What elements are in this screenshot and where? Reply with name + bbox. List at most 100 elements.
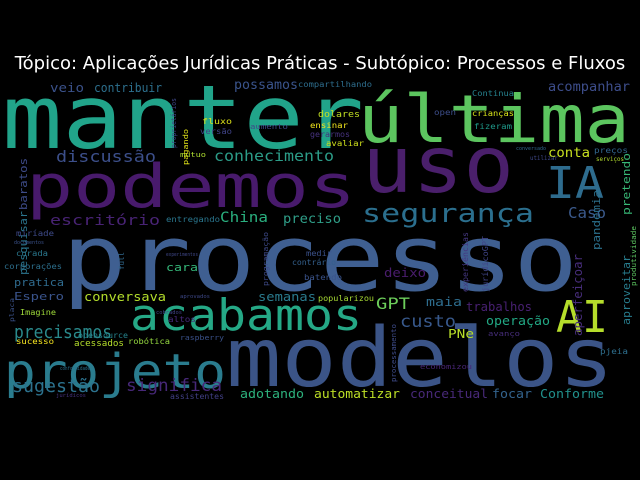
word-focar: focar [492,387,532,401]
word-full: full [118,252,126,270]
word-versao: versão [200,127,232,136]
word-juridicogpt: jurídicoGPT [481,236,490,292]
word-baratos: baratos [17,158,30,210]
word-processamento: processamento [390,324,398,382]
word-compartilhando: compartilhando [298,80,372,89]
word-altos: altos [168,315,196,324]
word-modelos: modelos [226,311,614,406]
word-espero: Espero [14,290,64,303]
word-conforme: Conforme [540,387,604,401]
word-pne: PNe [448,327,474,341]
word-trabalhos: trabalhos [466,300,532,314]
word-economizou: economizou [420,363,472,371]
word-aumento: aumento [250,123,288,131]
word-acessados: acessados [74,339,124,349]
word-manter: manter [2,66,364,169]
word-cobrados: cobrados [156,310,182,316]
word-continua: Continua [472,89,514,98]
word-aproveitar: aproveitar [620,255,633,325]
word-pretendo: pretendo [620,153,633,215]
word-adotando: adotando [240,387,304,401]
word-produtividade: produtividade [630,226,638,286]
word-assistentes: assistentes [170,392,224,401]
word-conversado: conversado [516,146,546,152]
word-aperfeicoar: aperfeiçoar [571,254,585,336]
word-medir: medir [306,249,332,258]
word-significa: significa [126,376,222,396]
word-pjeia: pjeia [600,347,628,356]
word-avaliar: avaliar [326,139,364,148]
word-avanco: avanço [488,330,520,338]
chart-title: Tópico: Aplicações Jurídicas Práticas - … [14,53,626,74]
word-robotica: robótica [128,336,170,346]
word-gpt: GPT [376,294,410,313]
word-contribuir: contribuir [94,81,162,95]
word-mutuo: mutuo [180,151,206,159]
word-curada: curada [16,249,48,258]
word-ultima: última [358,81,630,158]
word-dolares: dolares [318,110,360,120]
word-juridicos: jurídicos [56,392,86,399]
word-ai: AI [556,292,608,343]
word-podemos: podemos [26,152,356,222]
word-acompanhar: acompanhar [548,80,630,95]
word-pagando: pagando [182,129,190,165]
word-documentos: documentos [14,240,44,246]
word-servicos: serviços [596,156,624,163]
word-open: open [434,108,456,117]
word-conceitual: conceitual [410,387,488,401]
word-ia: IA [546,158,604,209]
word-entregando: entregando [166,215,220,224]
word-experimentos: experimentos [166,252,198,258]
word-preciso: preciso [283,212,341,227]
word-placa: placa [9,297,16,322]
word-possamos: possamos [234,78,298,93]
word-seguranca: segurança [362,199,534,229]
word-imagine: Imagine [20,308,56,317]
word-fizeram: fizeram [474,122,512,131]
word-custo: custo [400,312,456,332]
word-experiencias: experiências [460,232,470,292]
word-sugestao: sugestão [12,376,100,397]
word-china: China [220,210,268,226]
word-projeto: projeto [4,344,226,400]
word-veio: veio [50,81,84,95]
word-conhecimento: conhecimento [214,147,334,165]
word-gerarmos: gerarmos [310,130,350,139]
word-conta: conta [548,146,590,161]
word-sucesso: sucesso [16,337,54,346]
word-processo: processo [62,205,578,312]
word-programacao: programação [262,232,270,286]
word-acabamos: acabamos [130,290,362,341]
word-corporacoes: corporações [4,262,62,271]
word-criancas: crianças [472,109,514,118]
word-conformidade: conformidade [60,366,90,372]
word-popularizou: popularizou [318,294,374,303]
word-aprovados: aprovados [180,294,210,300]
word-raspberry: raspberry [180,334,224,342]
word-discussao: discussão [56,147,156,166]
word-operacao: operação [486,314,550,328]
word-precos: preços [594,146,628,155]
word-pratica: pratica [14,276,64,289]
word-caso: Caso [568,204,606,222]
word-escritorio: escritório [50,213,160,229]
word-uso: uso [362,121,514,211]
word-semanas: semanas [258,290,316,304]
word-cara: cara [166,261,198,274]
word-miriade: miríade [16,229,54,238]
word-ensinar: ensinar [310,121,348,130]
word-contrario: contrário [292,258,336,267]
word-pandemia: pandemia [590,190,603,250]
word-batendo: batendo [304,273,342,282]
word-maia: maia [426,295,462,309]
word-pesquisar: pesquisar [17,211,30,275]
word-precisamos: precisamos [14,322,112,343]
word-proprietarios: proprietários [170,98,178,148]
word-opensource: opensource [78,331,128,340]
word-fluxo: fluxo [202,117,232,126]
word-deixo: deixo [384,266,426,280]
word-utilizar: utilizar [530,155,558,162]
word-automatizar: automatizar [314,387,400,401]
